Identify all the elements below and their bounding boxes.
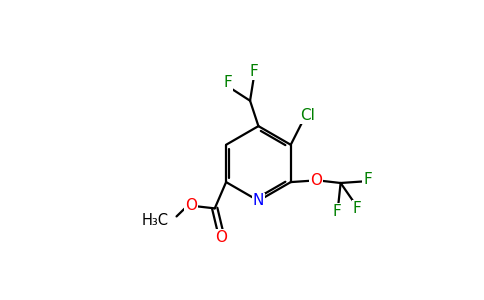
Text: O: O [310, 173, 322, 188]
Text: H₃C: H₃C [141, 213, 168, 228]
Text: F: F [353, 201, 362, 216]
Text: F: F [363, 172, 372, 187]
Text: O: O [185, 199, 197, 214]
Text: F: F [223, 75, 232, 90]
Text: O: O [215, 230, 227, 245]
Text: N: N [253, 193, 264, 208]
Text: Cl: Cl [300, 108, 315, 123]
Text: F: F [249, 64, 258, 79]
Text: F: F [333, 204, 341, 219]
